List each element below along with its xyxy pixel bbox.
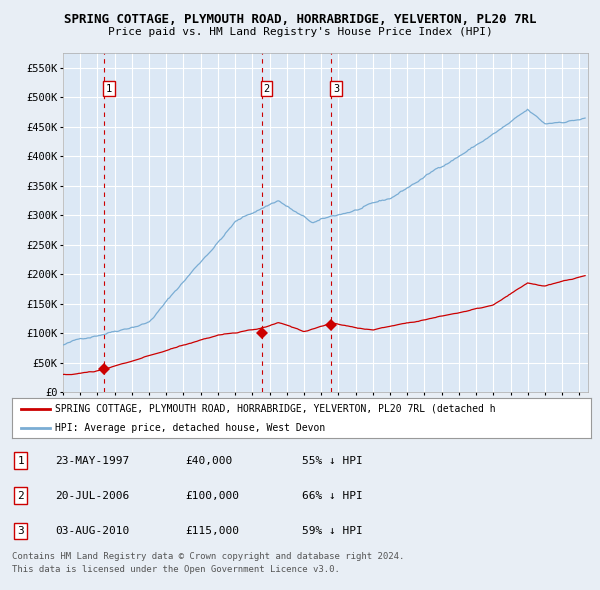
Text: 2: 2 bbox=[17, 491, 24, 500]
Text: 1: 1 bbox=[106, 84, 112, 94]
Text: SPRING COTTAGE, PLYMOUTH ROAD, HORRABRIDGE, YELVERTON, PL20 7RL (detached h: SPRING COTTAGE, PLYMOUTH ROAD, HORRABRID… bbox=[55, 404, 496, 414]
Text: 55% ↓ HPI: 55% ↓ HPI bbox=[302, 455, 362, 466]
Text: HPI: Average price, detached house, West Devon: HPI: Average price, detached house, West… bbox=[55, 423, 326, 433]
Text: £115,000: £115,000 bbox=[186, 526, 240, 536]
Text: 2: 2 bbox=[263, 84, 270, 94]
Text: 66% ↓ HPI: 66% ↓ HPI bbox=[302, 491, 362, 500]
Text: 3: 3 bbox=[17, 526, 24, 536]
Text: 59% ↓ HPI: 59% ↓ HPI bbox=[302, 526, 362, 536]
Text: 3: 3 bbox=[333, 84, 340, 94]
Text: 03-AUG-2010: 03-AUG-2010 bbox=[55, 526, 130, 536]
Text: 1: 1 bbox=[17, 455, 24, 466]
Text: Price paid vs. HM Land Registry's House Price Index (HPI): Price paid vs. HM Land Registry's House … bbox=[107, 27, 493, 37]
Text: Contains HM Land Registry data © Crown copyright and database right 2024.: Contains HM Land Registry data © Crown c… bbox=[12, 552, 404, 561]
Text: 20-JUL-2006: 20-JUL-2006 bbox=[55, 491, 130, 500]
Text: £40,000: £40,000 bbox=[186, 455, 233, 466]
Text: This data is licensed under the Open Government Licence v3.0.: This data is licensed under the Open Gov… bbox=[12, 565, 340, 574]
Text: £100,000: £100,000 bbox=[186, 491, 240, 500]
Text: 23-MAY-1997: 23-MAY-1997 bbox=[55, 455, 130, 466]
Text: SPRING COTTAGE, PLYMOUTH ROAD, HORRABRIDGE, YELVERTON, PL20 7RL: SPRING COTTAGE, PLYMOUTH ROAD, HORRABRID… bbox=[64, 13, 536, 26]
